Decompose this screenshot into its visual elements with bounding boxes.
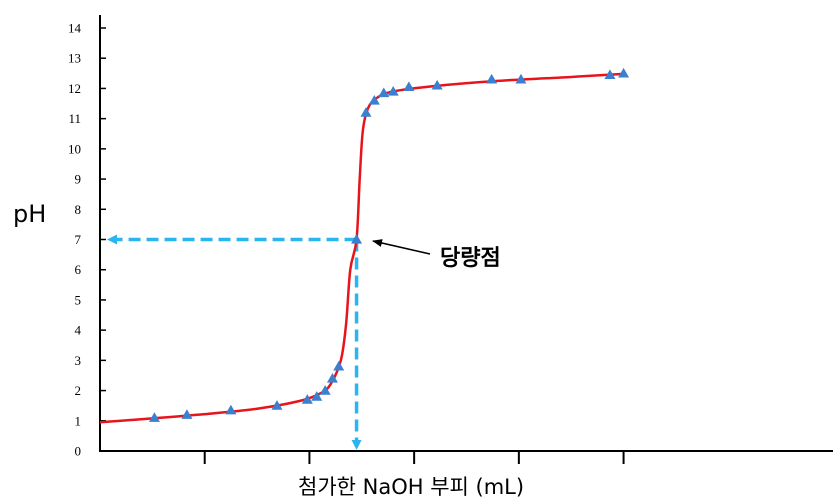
y-tick-label: 4 (75, 323, 82, 338)
y-tick-label: 3 (75, 353, 82, 368)
equivalence-point-label: 당량점 (440, 246, 501, 271)
data-point-marker (486, 73, 498, 84)
y-tick-label: 14 (68, 21, 82, 36)
y-tick-label: 6 (75, 262, 82, 277)
titration-curve-line (99, 72, 624, 424)
data-point-marker (378, 87, 390, 98)
y-tick-label: 13 (68, 51, 81, 66)
data-point-marker (403, 81, 415, 92)
y-tick-label: 10 (68, 141, 81, 156)
equivalence-guides (107, 234, 362, 450)
data-point-marker (225, 404, 237, 415)
data-point-marker (333, 360, 345, 371)
y-tick-label: 0 (75, 444, 82, 459)
data-point-marker (387, 85, 399, 96)
y-tick-label: 1 (75, 413, 82, 428)
y-tick-label: 9 (75, 172, 82, 187)
data-markers (148, 67, 630, 422)
y-tick-label: 12 (68, 81, 81, 96)
y-tick-label: 7 (75, 232, 82, 247)
data-point-marker (360, 107, 372, 117)
data-point-marker (319, 385, 331, 395)
data-point-marker (271, 400, 283, 410)
data-point-marker (618, 67, 630, 78)
data-point-marker (431, 79, 443, 90)
axes (99, 15, 833, 452)
x-axis-label: 첨가한 NaOH 부피 (mL) (298, 475, 524, 499)
y-tick-label: 11 (68, 111, 81, 126)
y-tick-label: 2 (75, 383, 82, 398)
data-point-marker (148, 412, 160, 422)
equivalence-arrow (372, 239, 431, 255)
y-tick-label: 8 (75, 202, 82, 217)
data-point-marker (301, 394, 313, 404)
data-point-marker (311, 391, 323, 401)
y-tick-label: 5 (75, 292, 82, 307)
y-axis-label: pH (13, 200, 46, 228)
data-point-marker (368, 95, 380, 105)
titration-curve (99, 72, 624, 424)
data-point-marker (326, 372, 338, 383)
data-point-marker (351, 234, 363, 244)
data-point-marker (604, 69, 616, 79)
data-point-marker (515, 73, 527, 84)
x-axis-ticks (203, 451, 625, 464)
data-point-marker (181, 409, 193, 419)
